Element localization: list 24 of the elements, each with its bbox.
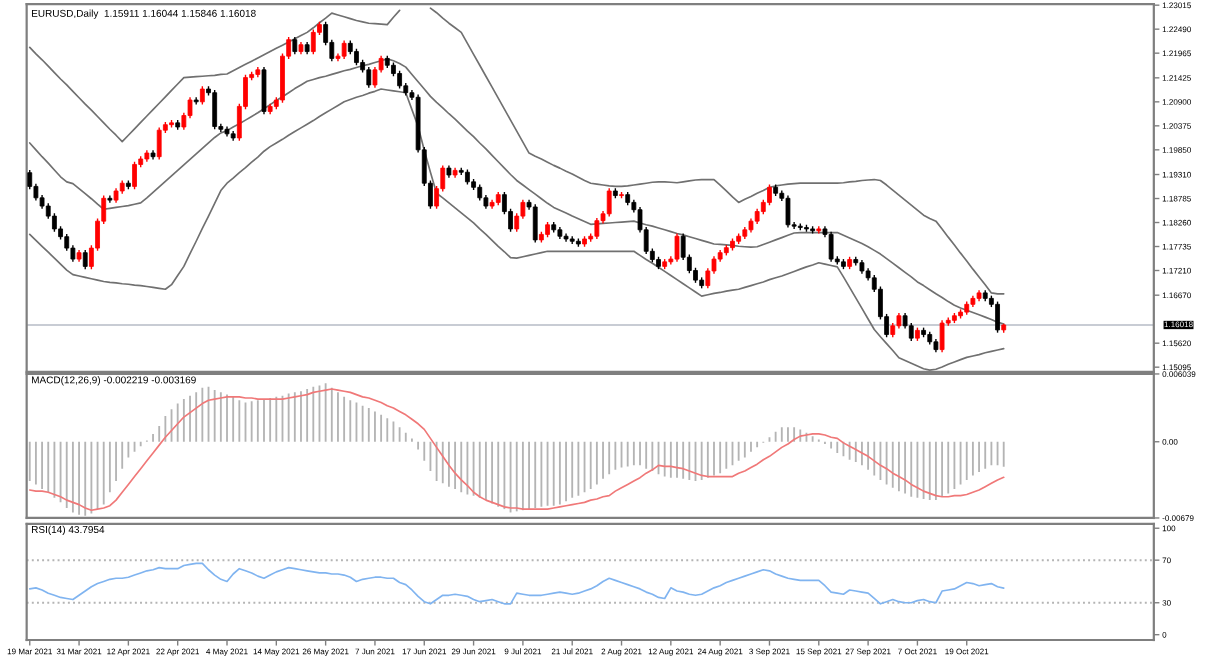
candlestick [995, 300, 1000, 334]
line-series [28, 88, 1005, 371]
candlestick [193, 96, 199, 106]
candlestick [606, 187, 612, 218]
candlestick [767, 183, 772, 206]
candlestick [563, 232, 569, 243]
candlestick [939, 319, 945, 354]
candlestick [785, 194, 791, 229]
candlestick [156, 126, 162, 161]
candlestick [674, 232, 680, 263]
candlestick [82, 249, 88, 270]
candlestick [199, 85, 205, 106]
candlestick [532, 203, 538, 244]
candlestick [310, 28, 316, 55]
line-series [28, 562, 1005, 605]
candlestick [261, 66, 267, 115]
candlestick [212, 89, 218, 130]
line-series [28, 388, 1005, 512]
candlestick [366, 66, 372, 89]
line-series [28, 58, 1005, 325]
candlestick [132, 161, 137, 190]
candlestick [341, 39, 347, 60]
candlestick [828, 230, 834, 263]
candlestick [594, 217, 600, 240]
